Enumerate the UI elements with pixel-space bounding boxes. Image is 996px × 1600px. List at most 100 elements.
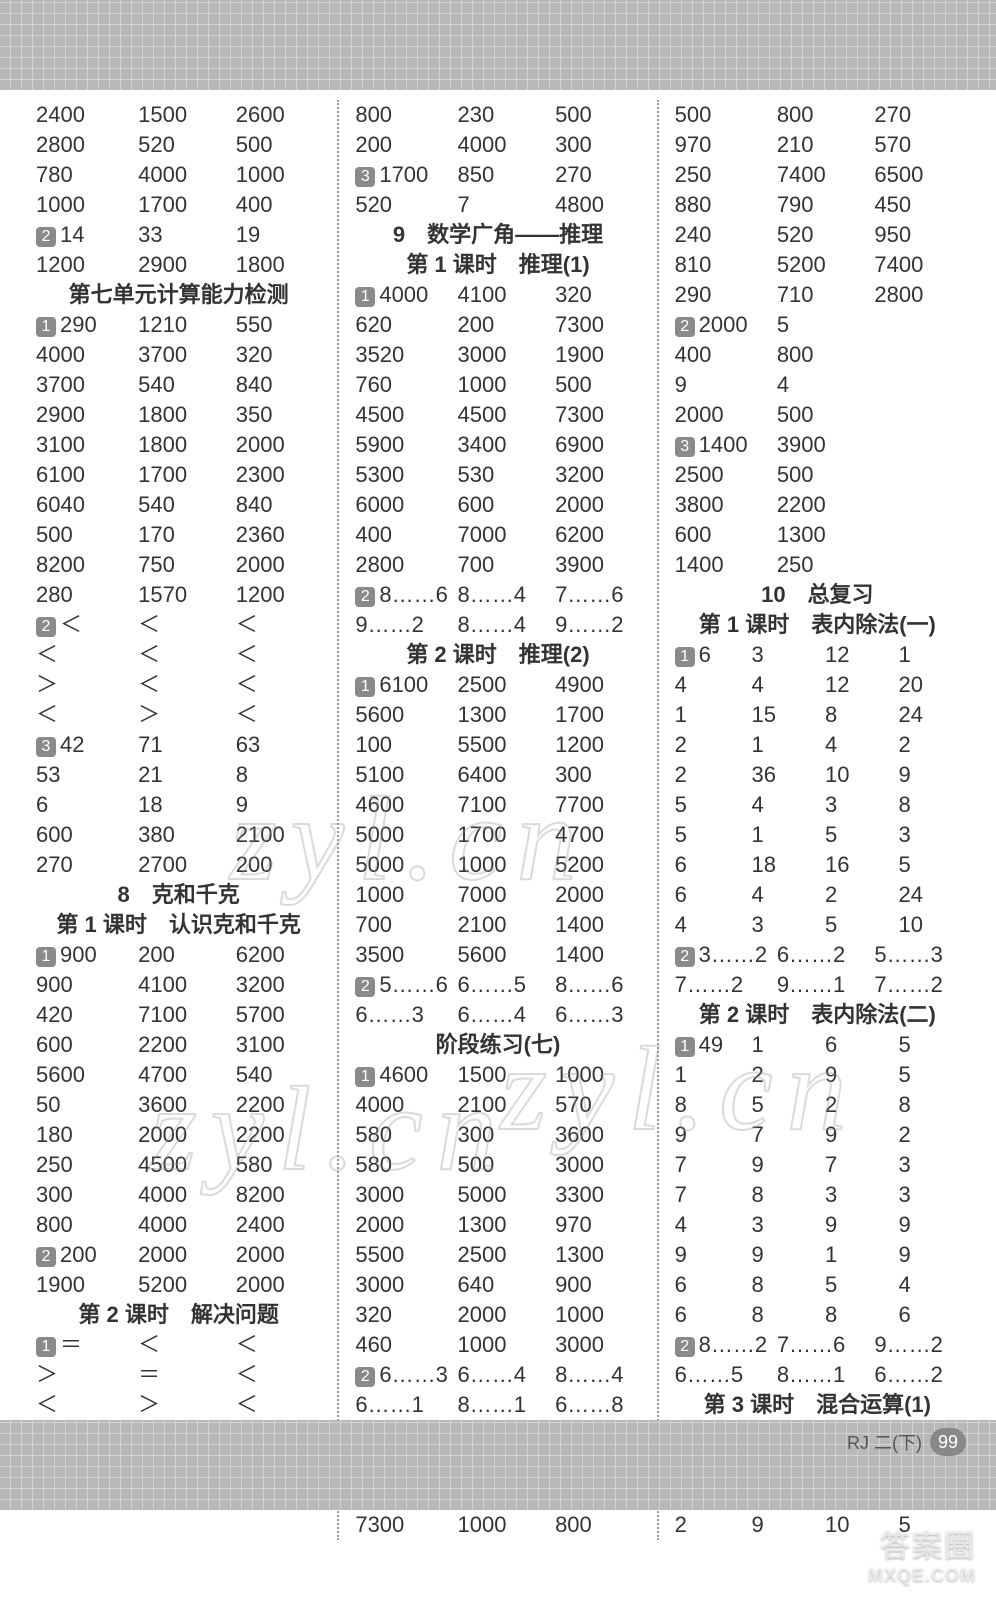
answer-cell: 1400 — [549, 940, 647, 970]
answer-cell: 4600 — [349, 790, 451, 820]
answer-cell: ＜ — [230, 700, 328, 730]
answer-cell: 2 — [819, 880, 892, 910]
question-marker: 2 — [675, 1337, 695, 1357]
answer-cell: 4 — [669, 1210, 746, 1240]
answer-row: 441220 — [669, 670, 966, 700]
answer-cell: 1400 — [669, 550, 771, 580]
answer-cell: 280 — [30, 580, 132, 610]
answer-row: 5803003600 — [349, 1120, 646, 1150]
answer-cell: 5900 — [349, 430, 451, 460]
answer-cell: 7 — [669, 1180, 746, 1210]
answer-cell: 5 — [669, 820, 746, 850]
answer-cell: 580 — [349, 1120, 451, 1150]
answer-cell: 290 — [669, 280, 771, 310]
answer-row: 38002200 — [669, 490, 966, 520]
answer-cell: 6……3 — [549, 1000, 647, 1030]
answer-cell: 2400 — [30, 100, 132, 130]
answer-cell: 2200 — [230, 1090, 328, 1120]
answer-cell: 4000 — [132, 1210, 230, 1240]
answer-cell: 2 — [669, 1510, 746, 1540]
answer-cell: 600 — [30, 1030, 132, 1060]
answer-cell: 880 — [669, 190, 771, 220]
answer-cell: 2000 — [349, 1210, 451, 1240]
answer-cell: 600 — [669, 520, 771, 550]
answer-cell: 4000 — [30, 340, 132, 370]
answer-cell: 2900 — [132, 250, 230, 280]
answer-cell: 5 — [771, 310, 869, 340]
answer-cell: 1 — [819, 1240, 892, 1270]
answer-cell: 12 — [819, 640, 892, 670]
answer-cell: 5……3 — [868, 940, 966, 970]
answer-cell: 5 — [892, 850, 965, 880]
answer-cell: 5000 — [451, 1180, 549, 1210]
answer-cell: 4900 — [549, 670, 647, 700]
answer-row: 6001300 — [669, 520, 966, 550]
answer-cell: 5200 — [132, 1270, 230, 1300]
answer-row: 9919 — [669, 1240, 966, 1270]
answer-cell: 2800 — [349, 550, 451, 580]
answer-row: 9……28……49……2 — [349, 610, 646, 640]
answer-row: 2702700200 — [30, 850, 327, 880]
answer-cell: 4 — [892, 1270, 965, 1300]
answer-cell: 1500 — [132, 100, 230, 130]
question-marker: 1 — [355, 287, 375, 307]
answer-row: ＞＝＜ — [30, 1360, 327, 1390]
section-title: 第 2 课时 表内除法(二) — [669, 1000, 966, 1030]
answer-row: 10055001200 — [349, 730, 646, 760]
answer-row: 350056001400 — [349, 940, 646, 970]
answer-row: 6003802100 — [30, 820, 327, 850]
answer-cell: 6……8 — [549, 1390, 647, 1420]
answer-cell: 5500 — [349, 1240, 451, 1270]
answer-row: 18020002200 — [30, 1120, 327, 1150]
answer-cell: 520 — [771, 220, 869, 250]
answer-cell: 5300 — [349, 460, 451, 490]
answer-row: 5001702360 — [30, 520, 327, 550]
answer-row: 310018002000 — [30, 430, 327, 460]
answer-cell: 420 — [30, 1000, 132, 1030]
answer-cell: 1000 — [30, 190, 132, 220]
answer-cell: 8 — [892, 790, 965, 820]
answer-row: 1610025004900 — [349, 670, 646, 700]
answer-row: 28007003900 — [349, 550, 646, 580]
answer-cell: 500 — [549, 100, 647, 130]
answer-row: 4399 — [669, 1210, 966, 1240]
answer-cell: 342 — [30, 730, 132, 760]
answer-cell: 1 — [746, 1030, 819, 1060]
page-label: RJ 二(下) — [847, 1429, 922, 1455]
question-marker: 2 — [36, 227, 56, 247]
answer-cell: 71 — [132, 730, 230, 760]
answer-row: ＜＜＜ — [30, 640, 327, 670]
answer-cell: 100 — [349, 730, 451, 760]
answer-cell: 4 — [771, 370, 869, 400]
answer-row: 590034006900 — [349, 430, 646, 460]
answer-cell: 3 — [892, 820, 965, 850]
answer-cell: 5 — [892, 1030, 965, 1060]
answer-cell: 460 — [349, 1330, 451, 1360]
answer-cell: 9 — [819, 1210, 892, 1240]
answer-row: 618165 — [669, 850, 966, 880]
answer-cell: 5 — [819, 910, 892, 940]
answer-cell: 350 — [230, 400, 328, 430]
answer-cell: 2500 — [451, 1240, 549, 1270]
answer-cell: 3000 — [549, 1150, 647, 1180]
answer-row: 2800520500 — [30, 130, 327, 160]
answer-cell: 1200 — [30, 250, 132, 280]
answer-cell: 6……5 — [451, 970, 549, 1000]
answer-cell: 2 — [746, 1060, 819, 1090]
answer-cell: 4 — [746, 880, 819, 910]
answer-cell: ＞ — [30, 1360, 132, 1390]
answer-cell: 3 — [746, 910, 819, 940]
answer-row: 2143319 — [30, 220, 327, 250]
answer-cell: 7100 — [132, 1000, 230, 1030]
answer-cell: 1800 — [132, 430, 230, 460]
answer-row: 90041003200 — [30, 970, 327, 1000]
answer-cell: 1 — [669, 1060, 746, 1090]
answer-row: 352030001900 — [349, 340, 646, 370]
answer-cell: 250 — [771, 550, 869, 580]
answer-cell: 3 — [819, 790, 892, 820]
answer-cell: 2000 — [230, 430, 328, 460]
site-mark-bottom: MXQE.COM — [868, 1565, 976, 1586]
answer-row: 190052002000 — [30, 1270, 327, 1300]
answer-cell: 14600 — [349, 1060, 451, 1090]
answer-cell: 4100 — [451, 280, 549, 310]
